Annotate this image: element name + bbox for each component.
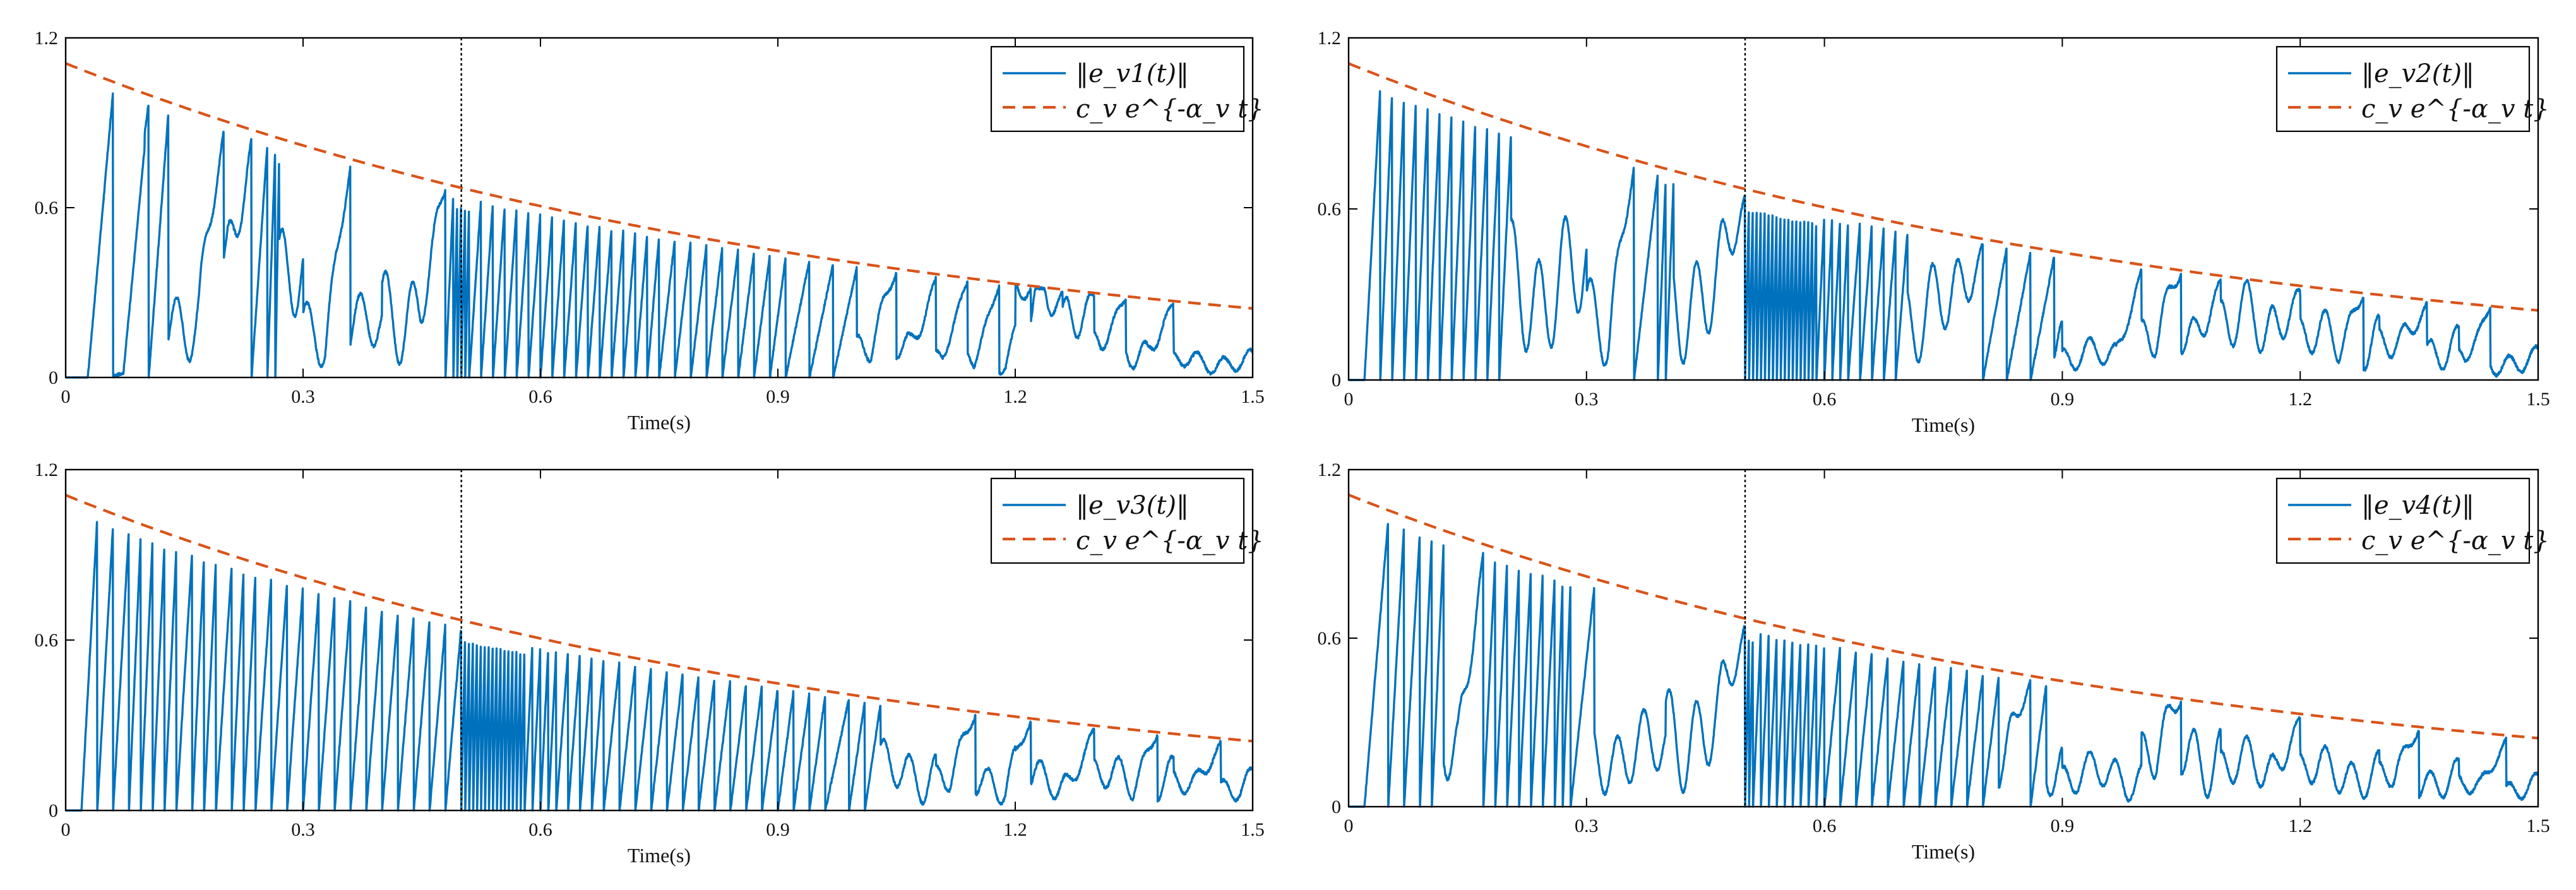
legend-label-bound: c_v e^{-α_v t} xyxy=(2361,95,2549,124)
panel-1: 0 0.3 0.6 0.9 1.2 1.5 0 0.6 1.2 Time(s) ‖e_v1(t)‖c… xyxy=(35,28,1265,434)
legend-label-error: ‖e_v4(t)‖ xyxy=(2361,491,2474,520)
error-norm-line xyxy=(64,92,1254,379)
legend: ‖e_v3(t)‖ c_v e^{-α_v t} xyxy=(990,477,1264,564)
bound-curve xyxy=(65,62,1253,310)
error-norm-line xyxy=(1347,523,2539,808)
error-norm-line xyxy=(64,521,1254,812)
bound-curve xyxy=(65,494,1253,743)
legend-label-error: ‖e_v2(t)‖ xyxy=(2361,59,2474,88)
x-tick-label: 1.2 xyxy=(2288,389,2312,410)
x-tick-label: 1.2 xyxy=(1003,386,1027,407)
y-tick-label: 0.6 xyxy=(35,198,59,218)
legend-box xyxy=(990,45,1245,133)
y-tick-label: 0.6 xyxy=(1318,628,1342,649)
x-tick-label: 1.5 xyxy=(1241,386,1265,407)
bound-curve xyxy=(1348,62,2539,312)
y-tick-label: 1.2 xyxy=(35,460,59,480)
x-tick-label: 0 xyxy=(1344,816,1354,836)
panel-2: 0 0.3 0.6 0.9 1.2 1.5 0 0.6 1.2 Time(s) ‖e_v2(t)‖c… xyxy=(1318,28,2550,436)
y-tick-label: 0 xyxy=(49,367,58,388)
x-axis-label: Time(s) xyxy=(628,844,691,867)
x-tick-label: 0.3 xyxy=(1575,389,1599,410)
panel-4: 0 0.3 0.6 0.9 1.2 1.5 0 0.6 1.2 Time(s) ‖e_v4(t)‖c… xyxy=(1318,460,2550,863)
y-tick-label: 0.6 xyxy=(35,630,59,651)
legend-box xyxy=(2275,45,2531,133)
legend-label-error: ‖e_v1(t)‖ xyxy=(1076,59,1189,88)
y-tick-label: 0 xyxy=(49,800,58,821)
x-tick-label: 0.3 xyxy=(291,386,315,407)
x-tick-label: 0.6 xyxy=(528,819,552,840)
x-tick-label: 0 xyxy=(61,819,71,840)
legend-box xyxy=(990,477,1245,564)
y-tick-label: 0 xyxy=(1332,797,1341,817)
x-tick-label: 1.5 xyxy=(2526,389,2550,410)
legend-label-error: ‖e_v3(t)‖ xyxy=(1076,491,1189,520)
x-tick-label: 0 xyxy=(1344,389,1354,410)
error-norm-line xyxy=(1347,90,2539,381)
legend-label-bound: c_v e^{-α_v t} xyxy=(2361,526,2549,555)
y-tick-label: 1.2 xyxy=(35,28,59,49)
x-tick-label: 0.3 xyxy=(291,819,315,840)
y-tick-label: 1.2 xyxy=(1318,28,1342,49)
legend-label-bound: c_v e^{-α_v t} xyxy=(1076,95,1264,124)
y-tick-label: 0.6 xyxy=(1318,199,1342,220)
y-tick-label: 1.2 xyxy=(1318,460,1342,480)
legend: ‖e_v1(t)‖ c_v e^{-α_v t} xyxy=(990,45,1264,133)
x-axis-label: Time(s) xyxy=(628,411,691,434)
legend-label-bound: c_v e^{-α_v t} xyxy=(1076,526,1264,555)
legend-box xyxy=(2275,477,2531,564)
x-tick-label: 0 xyxy=(61,386,71,407)
x-tick-label: 0.9 xyxy=(766,819,790,840)
x-tick-label: 1.5 xyxy=(1241,819,1265,840)
x-tick-label: 0.9 xyxy=(2051,389,2075,410)
x-tick-label: 0.9 xyxy=(766,386,790,407)
x-tick-label: 0.6 xyxy=(1813,816,1837,836)
x-axis-label: Time(s) xyxy=(1912,413,1975,436)
x-tick-label: 1.2 xyxy=(2288,816,2312,836)
legend: ‖e_v2(t)‖ c_v e^{-α_v t} xyxy=(2275,45,2549,133)
legend: ‖e_v4(t)‖ c_v e^{-α_v t} xyxy=(2275,477,2549,564)
x-tick-label: 1.2 xyxy=(1003,819,1027,840)
x-tick-label: 0.9 xyxy=(2051,816,2075,836)
x-tick-label: 0.6 xyxy=(528,386,552,407)
x-tick-label: 0.6 xyxy=(1813,389,1837,410)
x-tick-label: 0.3 xyxy=(1575,816,1599,836)
panel-3: 0 0.3 0.6 0.9 1.2 1.5 0 0.6 1.2 Time(s) ‖e_v3(t)‖c… xyxy=(35,460,1265,867)
x-axis-label: Time(s) xyxy=(1912,840,1975,863)
y-tick-label: 0 xyxy=(1332,370,1341,391)
x-tick-label: 1.5 xyxy=(2526,816,2550,836)
bound-curve xyxy=(1348,494,2539,740)
